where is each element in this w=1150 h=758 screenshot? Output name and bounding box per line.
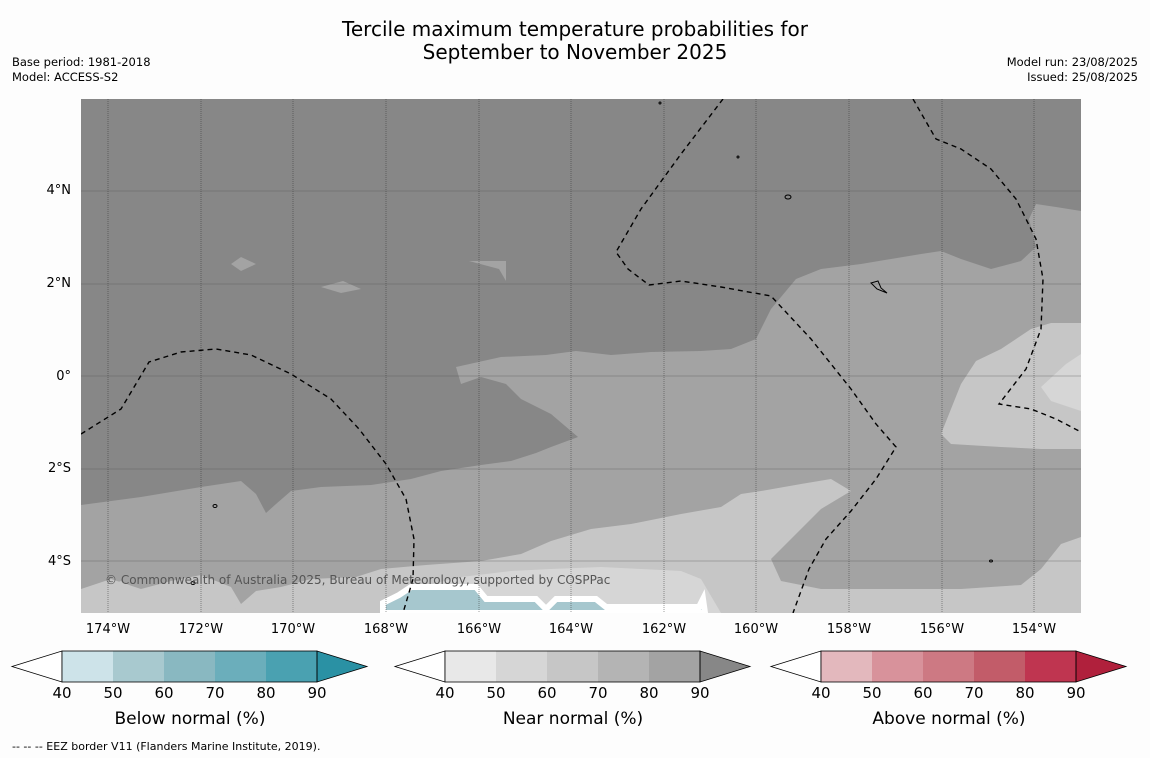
colorbar-near-cap-low xyxy=(393,650,446,683)
patch-north-light-2 xyxy=(321,281,361,293)
issued-date: Issued: 25/08/2025 xyxy=(1027,70,1138,84)
colorbar-above-tick-80: 80 xyxy=(1015,684,1035,702)
base-period: Base period: 1981-2018 xyxy=(12,55,151,69)
lon-label-156w: 156°W xyxy=(919,622,965,637)
patch-north-light-3 xyxy=(469,261,506,281)
colorbar-above-cap-high xyxy=(1075,650,1128,683)
model-name: Model: ACCESS-S2 xyxy=(12,70,119,84)
colorbar-near-seg-3 xyxy=(547,651,598,682)
colorbar-near-tick-70: 70 xyxy=(588,684,608,702)
colorbar-below-cap-high xyxy=(316,650,369,683)
colorbar-above xyxy=(769,650,1128,683)
colorbar-near-cap-high xyxy=(699,650,752,683)
patch-north-light xyxy=(231,257,256,271)
lon-label-168w: 168°W xyxy=(363,622,409,637)
map-copyright: © Commonwealth of Australia 2025, Bureau… xyxy=(105,573,610,587)
colorbar-above-tick-60: 60 xyxy=(913,684,933,702)
map-title: Tercile maximum temperature probabilitie… xyxy=(0,18,1150,64)
colorbar-below xyxy=(10,650,369,683)
region-below-50 xyxy=(380,584,709,613)
colorbar-near-tick-50: 50 xyxy=(486,684,506,702)
colorbar-above-tick-70: 70 xyxy=(964,684,984,702)
colorbar-above-seg-5 xyxy=(1025,651,1076,682)
meta-right: Model run: 23/08/2025 Issued: 25/08/2025 xyxy=(1007,55,1138,85)
colorbar-below-seg-2 xyxy=(113,651,164,682)
colorbar-below-title: Below normal (%) xyxy=(114,709,266,729)
colorbar-near-seg-4 xyxy=(598,651,649,682)
lon-label-172w: 172°W xyxy=(178,622,224,637)
lat-label-4n: 4°N xyxy=(46,183,72,198)
meridians xyxy=(107,99,1035,613)
colorbar-below-seg-3 xyxy=(164,651,215,682)
colorbar-below-cap-low xyxy=(10,650,63,683)
colorbar-above-seg-3 xyxy=(923,651,974,682)
colorbar-above-seg-4 xyxy=(974,651,1025,682)
patch-west-light xyxy=(101,581,141,604)
lon-label-162w: 162°W xyxy=(641,622,687,637)
colorbar-near-tick-60: 60 xyxy=(537,684,557,702)
eez-borders xyxy=(81,99,1081,613)
region-near-40-south xyxy=(81,479,1081,613)
islands xyxy=(190,101,993,585)
colorbar-below-tick-90: 90 xyxy=(307,684,327,702)
colorbar-below-seg-4 xyxy=(215,651,266,682)
colorbar-near-tick-40: 40 xyxy=(435,684,455,702)
colorbar-above-tick-40: 40 xyxy=(811,684,831,702)
region-near-40-east xyxy=(941,323,1081,449)
colorbar-below-seg-1 xyxy=(62,651,113,682)
lon-label-158w: 158°W xyxy=(826,622,872,637)
colorbar-below-tick-40: 40 xyxy=(52,684,72,702)
region-near-low-east xyxy=(1041,354,1081,411)
colorbar-above-title: Above normal (%) xyxy=(872,709,1026,729)
colorbar-near-seg-1 xyxy=(445,651,496,682)
colorbar-below-seg-5 xyxy=(266,651,317,682)
lat-label-4s: 4°S xyxy=(47,554,71,569)
colorbar-above-cap-low xyxy=(769,650,822,683)
colorbar-near-title: Near normal (%) xyxy=(502,709,644,729)
probability-map: © Commonwealth of Australia 2025, Bureau… xyxy=(81,99,1081,613)
lon-label-160w: 160°W xyxy=(733,622,779,637)
lon-label-154w: 154°W xyxy=(1011,622,1057,637)
lat-label-0: 0° xyxy=(56,369,71,384)
lat-label-2n: 2°N xyxy=(46,276,72,291)
colorbar-near xyxy=(393,650,752,683)
lat-label-2s: 2°S xyxy=(47,461,71,476)
colorbar-below-tick-50: 50 xyxy=(103,684,123,702)
colorbar-near-seg-5 xyxy=(649,651,700,682)
lon-label-170w: 170°W xyxy=(270,622,316,637)
colorbar-below-tick-70: 70 xyxy=(205,684,225,702)
map-title-line2: September to November 2025 xyxy=(422,40,728,64)
colorbar-below-tick-60: 60 xyxy=(154,684,174,702)
colorbar-above-tick-50: 50 xyxy=(862,684,882,702)
lon-label-164w: 164°W xyxy=(548,622,594,637)
colorbar-above-seg-2 xyxy=(872,651,923,682)
lon-label-166w: 166°W xyxy=(456,622,502,637)
colorbar-below-tick-80: 80 xyxy=(256,684,276,702)
colorbar-near-seg-2 xyxy=(496,651,547,682)
colorbar-above-tick-90: 90 xyxy=(1066,684,1086,702)
graticule xyxy=(81,190,1081,562)
region-near-50 xyxy=(81,204,1081,613)
map-title-line1: Tercile maximum temperature probabilitie… xyxy=(342,17,808,41)
colorbar-above-seg-1 xyxy=(821,651,872,682)
colorbar-near-tick-80: 80 xyxy=(639,684,659,702)
lon-label-174w: 174°W xyxy=(85,622,131,637)
patch-west-light-2 xyxy=(173,577,236,609)
eez-footnote: -- -- -- EEZ border V11 (Flanders Marine… xyxy=(12,740,321,753)
model-run: Model run: 23/08/2025 xyxy=(1006,55,1138,69)
meta-left: Base period: 1981-2018 Model: ACCESS-S2 xyxy=(12,55,151,85)
colorbar-near-tick-90: 90 xyxy=(690,684,710,702)
